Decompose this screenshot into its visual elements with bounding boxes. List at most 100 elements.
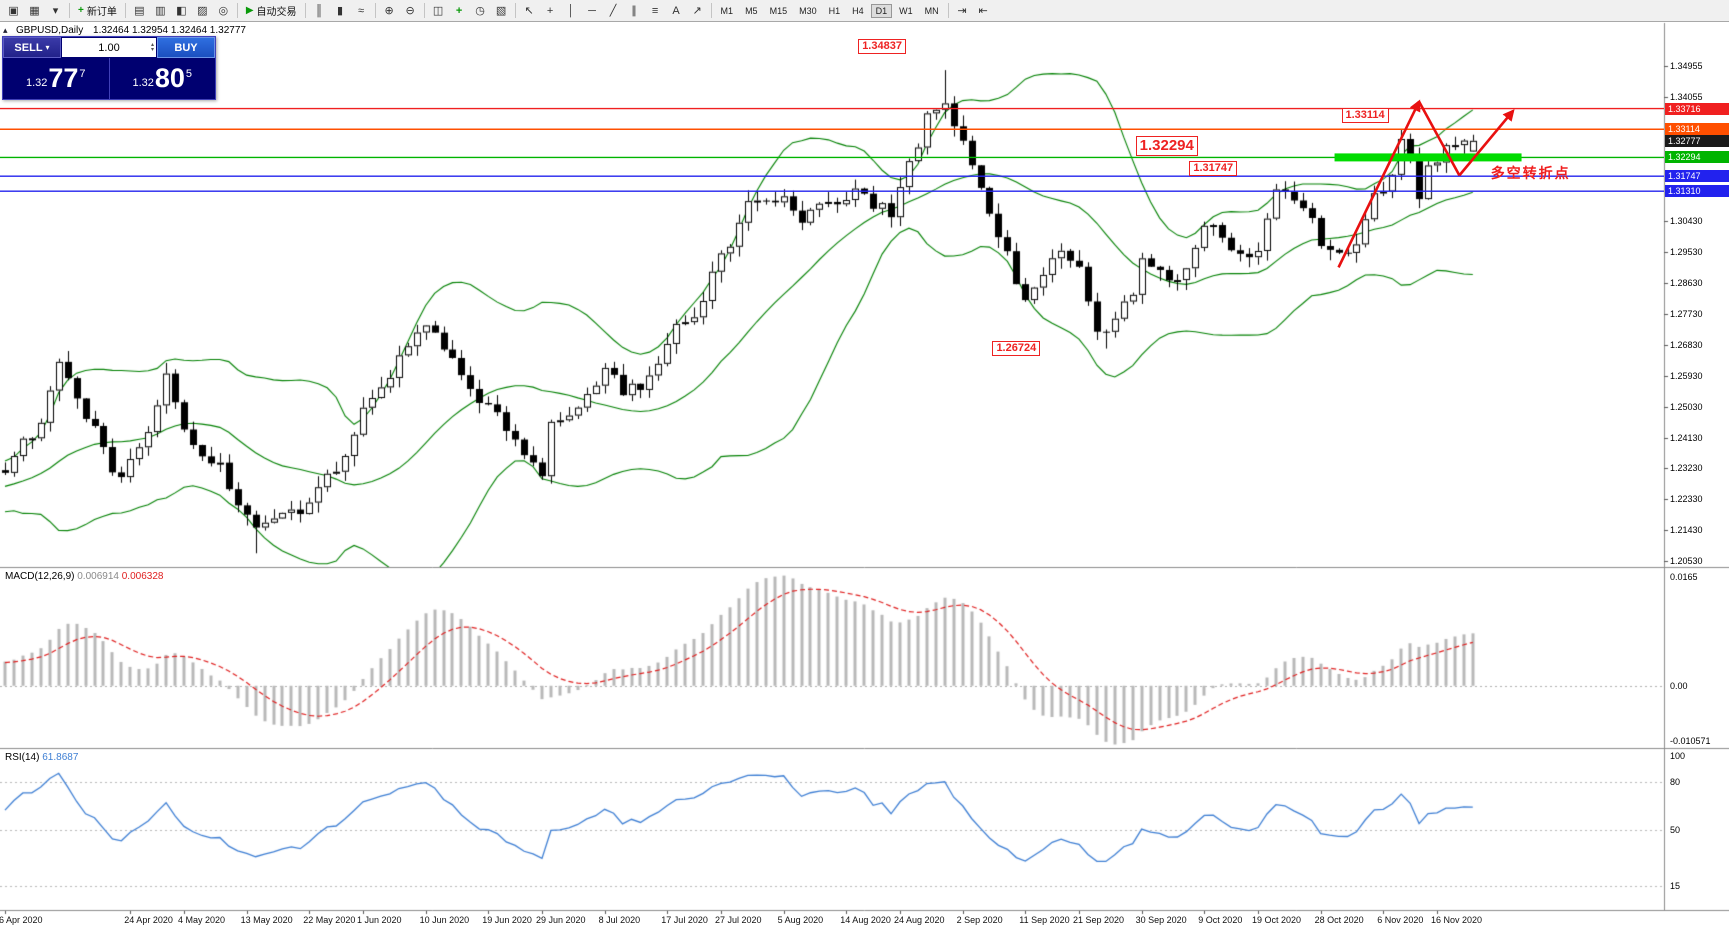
ask-price-display: 1.32 80 5 xyxy=(110,58,216,99)
line-chart-icon-glyph: ≈ xyxy=(358,4,365,17)
macd-scale-zero: 0.00 xyxy=(1670,680,1688,691)
new-order-button-label: 新订单 xyxy=(86,7,117,18)
strategy-tester-icon[interactable]: ◎ xyxy=(213,2,234,20)
macd-scale-min: -0.010571 xyxy=(1670,736,1711,746)
arrows-tool-icon-glyph: ↗ xyxy=(692,5,702,17)
macd-main-value: 0.006914 xyxy=(77,571,119,582)
macd-signal-value: 0.006328 xyxy=(121,571,164,582)
price-annotation-1.31747[interactable]: 1.31747 xyxy=(1189,161,1238,177)
templates-icon[interactable]: ▧ xyxy=(491,2,512,20)
time-axis-label: 19 Oct 2020 xyxy=(1252,915,1302,925)
indicators-icon-glyph: + xyxy=(455,4,463,17)
toolbar-separator xyxy=(423,3,425,18)
terminal-icon[interactable]: ▨ xyxy=(192,2,213,20)
vertical-line-icon[interactable]: │ xyxy=(561,2,582,20)
equidistant-channel-icon-glyph: ∥ xyxy=(631,5,637,17)
symbol-period-label: GBPUSD,Daily xyxy=(16,25,84,36)
price-scale-tick: 1.27730 xyxy=(1670,309,1703,320)
ask-price-prefix: 1.32 xyxy=(132,77,154,89)
price-annotation-1.26724[interactable]: 1.26724 xyxy=(992,340,1041,356)
market-watch-icon-glyph: ▤ xyxy=(134,5,145,17)
timeframe-w1-button[interactable]: W1 xyxy=(899,5,913,16)
candlestick-chart-icon[interactable]: ▮ xyxy=(330,2,351,20)
chart-shift-icon[interactable]: ⇤ xyxy=(973,2,994,20)
chart-shift-icon-glyph: ⇤ xyxy=(978,5,988,17)
equidistant-channel-icon[interactable]: ∥ xyxy=(624,2,645,20)
arrows-tool-icon[interactable]: ↗ xyxy=(687,2,708,20)
volume-value: 1.00 xyxy=(98,41,120,54)
navigator-icon[interactable]: ◧ xyxy=(171,2,192,20)
time-axis-label: 22 May 2020 xyxy=(303,915,356,925)
timeframe-m15-button[interactable]: M15 xyxy=(769,5,788,16)
vertical-line-icon-glyph: │ xyxy=(567,4,575,17)
sell-button[interactable]: SELL ▾ xyxy=(3,37,61,58)
buy-button[interactable]: BUY xyxy=(157,37,215,58)
trade-panel-prices: 1.32 77 7 1.32 80 5 xyxy=(3,58,215,99)
volume-up-icon[interactable]: ▴ xyxy=(150,41,154,48)
horizontal-line-icon[interactable]: ─ xyxy=(582,2,603,20)
text-tool-icon[interactable]: A xyxy=(666,2,687,20)
ask-price-big: 80 xyxy=(154,63,185,93)
bar-chart-icon[interactable]: ║ xyxy=(309,2,330,20)
volume-spinner[interactable]: ▴ ▾ xyxy=(150,41,154,53)
volume-input[interactable]: 1.00 ▴ ▾ xyxy=(62,38,156,57)
new-chart-icon[interactable]: ▣ xyxy=(3,2,24,20)
trendline-icon[interactable]: ╱ xyxy=(603,2,624,20)
new-chart-icon-glyph: ▣ xyxy=(8,5,19,17)
autotrading-button-label: 自动交易 xyxy=(256,7,297,18)
new-order-glyph: + xyxy=(78,5,84,16)
autotrading-button[interactable]: ▶ 自动交易 xyxy=(241,2,302,20)
timeframe-h1-button[interactable]: H1 xyxy=(828,5,841,16)
volume-down-icon[interactable]: ▾ xyxy=(150,46,154,53)
line-chart-icon[interactable]: ≈ xyxy=(351,2,372,20)
price-scale-tick: 1.24130 xyxy=(1670,432,1703,443)
chinese-annotation-note[interactable]: 多空转折点 xyxy=(1490,165,1571,182)
toolbar-separator xyxy=(69,3,70,18)
timeframe-h4-button[interactable]: H4 xyxy=(852,5,864,16)
time-axis-label: 9 Oct 2020 xyxy=(1198,915,1243,925)
tile-windows-icon[interactable]: ◫ xyxy=(428,2,449,20)
timeframe-m5-button[interactable]: M5 xyxy=(745,5,758,16)
price-annotation-1.33114[interactable]: 1.33114 xyxy=(1341,108,1389,123)
time-axis-label: 6 Apr 2020 xyxy=(0,915,43,925)
crosshair-icon[interactable]: + xyxy=(540,2,561,20)
profiles-icon[interactable]: ▦ xyxy=(24,2,45,20)
one-click-panel-toggle[interactable]: ▴ xyxy=(3,25,8,35)
new-order-button[interactable]: + 新订单 xyxy=(73,2,122,20)
templates-icon-glyph: ▧ xyxy=(495,5,507,17)
fibonacci-icon[interactable]: ≡ xyxy=(645,2,666,20)
timeframe-mn-button[interactable]: MN xyxy=(924,5,939,16)
toolbar-separator xyxy=(374,3,376,18)
navigator-icon-glyph: ◧ xyxy=(176,5,187,17)
time-axis-label: 11 Sep 2020 xyxy=(1019,915,1070,925)
auto-scroll-icon-glyph: ⇥ xyxy=(957,5,967,17)
price-annotation-1.32294[interactable]: 1.32294 xyxy=(1135,136,1198,157)
trade-panel-controls: SELL ▾ 1.00 ▴ ▾ BUY xyxy=(3,37,215,58)
ohlc-values: 1.32464 1.32954 1.32464 1.32777 xyxy=(93,25,246,36)
rsi-scale-50: 50 xyxy=(1670,825,1681,835)
timeframe-d1-button[interactable]: D1 xyxy=(870,3,893,18)
market-watch-icon[interactable]: ▤ xyxy=(129,2,150,20)
tile-windows-icon-glyph: ◫ xyxy=(432,5,444,17)
auto-scroll-icon[interactable]: ⇥ xyxy=(952,2,973,20)
chart-list-dropdown-icon[interactable]: ▾ xyxy=(45,2,66,20)
indicators-icon[interactable]: + xyxy=(449,2,470,20)
trendline-icon-glyph: ╱ xyxy=(609,5,617,17)
periods-icon[interactable]: ◷ xyxy=(470,2,491,20)
timeframe-m30-button[interactable]: M30 xyxy=(799,5,817,16)
price-annotation-1.34837[interactable]: 1.34837 xyxy=(858,38,906,54)
timeframe-m1-button[interactable]: M1 xyxy=(720,5,734,16)
macd-title: MACD(12,26,9) xyxy=(5,571,75,582)
data-window-icon[interactable]: ▥ xyxy=(150,2,171,20)
time-axis-label: 8 Jul 2020 xyxy=(598,915,641,925)
data-window-icon-glyph: ▥ xyxy=(155,5,166,17)
time-axis-label: 28 Oct 2020 xyxy=(1314,915,1364,925)
zoom-out-icon[interactable]: ⊖ xyxy=(400,2,421,20)
zoom-in-icon[interactable]: ⊕ xyxy=(379,2,400,20)
cursor-icon[interactable]: ↖ xyxy=(519,2,540,20)
time-axis-label: 1 Jun 2020 xyxy=(357,915,402,925)
price-scale-tick: 1.21430 xyxy=(1670,525,1703,536)
bid-price-display: 1.32 77 7 xyxy=(3,58,109,99)
